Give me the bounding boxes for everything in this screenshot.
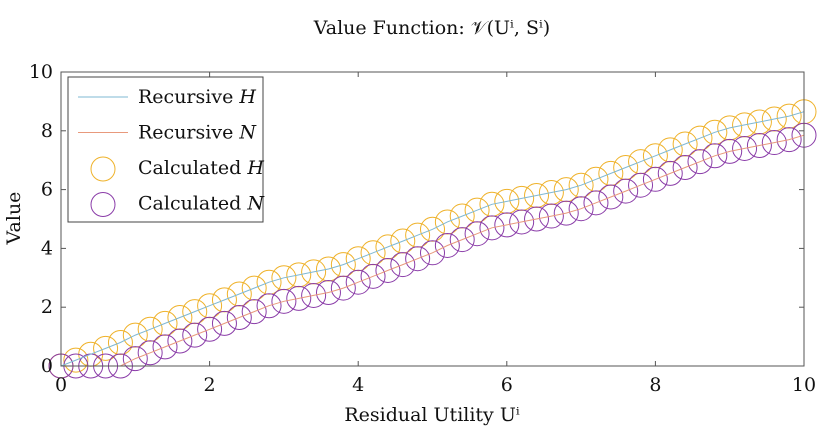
y-tick-label: 4 [41, 237, 53, 259]
data-point [226, 304, 252, 330]
legend-label-calculated-h: Calculated H [138, 157, 264, 179]
x-tick-label: 6 [501, 374, 513, 396]
legend-swatch-calculated-h [90, 156, 116, 182]
series-calculated-h [48, 99, 817, 379]
data-point [568, 196, 594, 222]
data-point [137, 340, 163, 366]
data-point [761, 130, 787, 156]
data-point [524, 206, 550, 232]
data-point [93, 335, 119, 361]
series-line-recursive-n [61, 134, 805, 367]
data-point [702, 143, 728, 169]
data-point [420, 240, 445, 266]
x-tick-label: 4 [352, 374, 364, 396]
data-point [256, 293, 282, 319]
legend: Recursive H Recursive N Calculated H Calcul… [67, 76, 265, 223]
data-point [628, 172, 654, 198]
legend-label-recursive-h: Recursive H [138, 86, 256, 108]
data-point [271, 288, 297, 314]
y-tick-label: 2 [41, 296, 53, 318]
y-tick-label: 10 [29, 61, 53, 83]
plot-frame [60, 71, 805, 367]
data-point [598, 184, 624, 210]
data-point [241, 299, 267, 325]
data-point [583, 190, 609, 216]
data-point [405, 246, 431, 272]
data-point [211, 310, 237, 336]
data-point [538, 203, 564, 229]
data-point [360, 263, 386, 289]
data-point [449, 227, 475, 253]
data-point [63, 347, 89, 373]
data-point [464, 221, 490, 247]
data-point [375, 257, 401, 283]
x-tick-label: 8 [649, 374, 661, 396]
x-tick-label: 0 [55, 374, 67, 396]
data-point [390, 252, 416, 278]
data-point [434, 232, 460, 258]
legend-label-calculated-n: Calculated N [138, 193, 265, 215]
data-point [672, 155, 698, 181]
data-point [286, 285, 312, 311]
data-point [746, 133, 772, 158]
legend-box [67, 76, 264, 223]
data-point [553, 200, 579, 226]
legend-swatch-calculated-n [90, 192, 116, 217]
data-point [642, 166, 668, 192]
data-point [315, 280, 341, 305]
y-tick-label: 0 [41, 355, 53, 377]
data-point [657, 160, 683, 186]
data-point [776, 127, 802, 153]
data-point [479, 215, 505, 241]
data-point [717, 138, 743, 164]
data-point [167, 328, 193, 354]
x-axis-label: Residual Utility Uⁱ [344, 404, 520, 426]
data-point [687, 149, 713, 175]
y-tick-label: 6 [41, 179, 53, 201]
data-point [197, 316, 223, 342]
data-point [494, 212, 520, 238]
y-axis-label: Value [3, 192, 25, 246]
legend-label-recursive-n: Recursive N [138, 122, 257, 144]
series-calculated-n [48, 122, 817, 379]
data-point [613, 178, 639, 204]
x-tick-label: 2 [204, 374, 216, 396]
data-point [122, 346, 148, 372]
data-point [345, 269, 371, 295]
data-point [182, 322, 208, 348]
data-point [301, 282, 327, 308]
y-tick-label: 8 [41, 120, 53, 142]
data-point [330, 275, 356, 301]
data-point [509, 209, 535, 235]
data-point [732, 135, 758, 161]
plot-area [48, 99, 817, 379]
x-tick-label: 10 [792, 374, 816, 396]
chart-title: Value Function: 𝒱(Uⁱ, Sⁱ) [313, 17, 550, 39]
series-line-recursive-h [60, 111, 805, 367]
axis-ticks: 0 2 4 6 8 10 0 2 4 6 8 10 [29, 61, 816, 396]
data-point [152, 334, 178, 360]
